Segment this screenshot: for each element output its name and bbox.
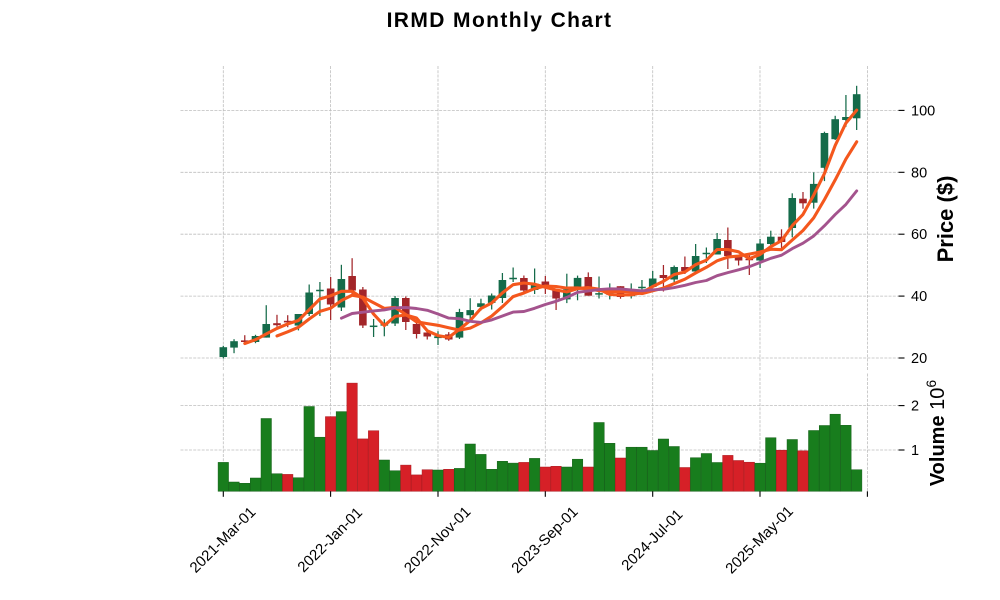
svg-text:Price ($): Price ($) — [933, 176, 958, 263]
svg-text:40: 40 — [911, 289, 927, 305]
svg-text:IRMD Monthly Chart: IRMD Monthly Chart — [387, 9, 613, 32]
svg-text:80: 80 — [911, 165, 927, 181]
svg-text:1: 1 — [911, 443, 919, 459]
svg-text:60: 60 — [911, 227, 927, 243]
svg-text:100: 100 — [911, 103, 935, 119]
svg-text:2: 2 — [911, 399, 919, 415]
svg-text:Volume 106: Volume 106 — [923, 380, 949, 487]
svg-text:20: 20 — [911, 351, 927, 367]
